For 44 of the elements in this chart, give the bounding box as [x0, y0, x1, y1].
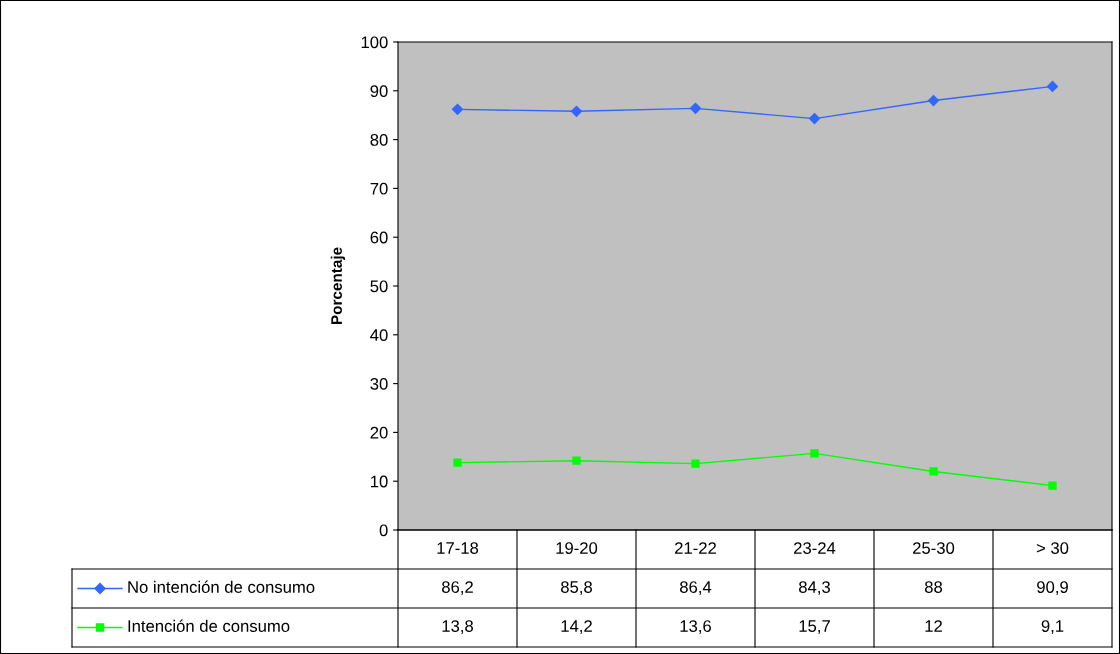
y-tick-label: 40: [370, 329, 388, 341]
data-label: 85,8: [561, 581, 592, 595]
data-label: 14,2: [561, 620, 592, 634]
data-label: 88: [924, 581, 943, 593]
data-label: 12: [925, 620, 942, 632]
x-tick-label: 21-22: [675, 542, 716, 554]
y-tick-label: 80: [370, 134, 388, 146]
point: [451, 103, 464, 115]
y-tick-label: 100: [361, 36, 388, 49]
y-tick-label: 60: [370, 231, 388, 244]
x-tick-label: 17-18: [437, 542, 479, 554]
point: [1046, 80, 1059, 93]
y-axis-title: Porcentaje: [330, 247, 345, 325]
point: [453, 458, 462, 467]
y-tick-label: 90: [370, 85, 388, 97]
data-label: 13,6: [680, 620, 711, 634]
legend-label: Intención de consumo: [128, 619, 290, 632]
point: [691, 459, 700, 468]
data-label: 9,1: [1041, 620, 1064, 634]
point: [808, 113, 821, 125]
point: [929, 467, 938, 476]
x-tick-label: > 30: [1036, 542, 1069, 554]
point: [810, 449, 819, 458]
point: [1048, 481, 1057, 490]
x-tick-label: 19-20: [556, 542, 598, 554]
point: [570, 105, 583, 117]
data-label: 90,9: [1037, 581, 1068, 595]
y-tick-label: 20: [370, 426, 388, 439]
x-tick-label: 23-24: [794, 542, 836, 554]
data-label: 84,3: [799, 581, 830, 595]
point: [689, 102, 702, 114]
y-tick-label: 0: [379, 524, 388, 537]
data-label: 86,4: [680, 581, 712, 595]
y-tick-label: 50: [370, 280, 388, 293]
x-tick-label: 25-30: [913, 542, 955, 554]
y-tick-label: 10: [371, 475, 388, 488]
legend-label: No intención de consumo: [128, 580, 315, 593]
y-tick-label: 70: [370, 182, 388, 195]
y-tick-label: 30: [370, 378, 388, 390]
data-label: 13,8: [442, 620, 473, 634]
data-label: 15,7: [799, 620, 830, 634]
point: [572, 456, 581, 465]
data-label: 86,2: [442, 581, 473, 595]
point: [927, 94, 940, 107]
